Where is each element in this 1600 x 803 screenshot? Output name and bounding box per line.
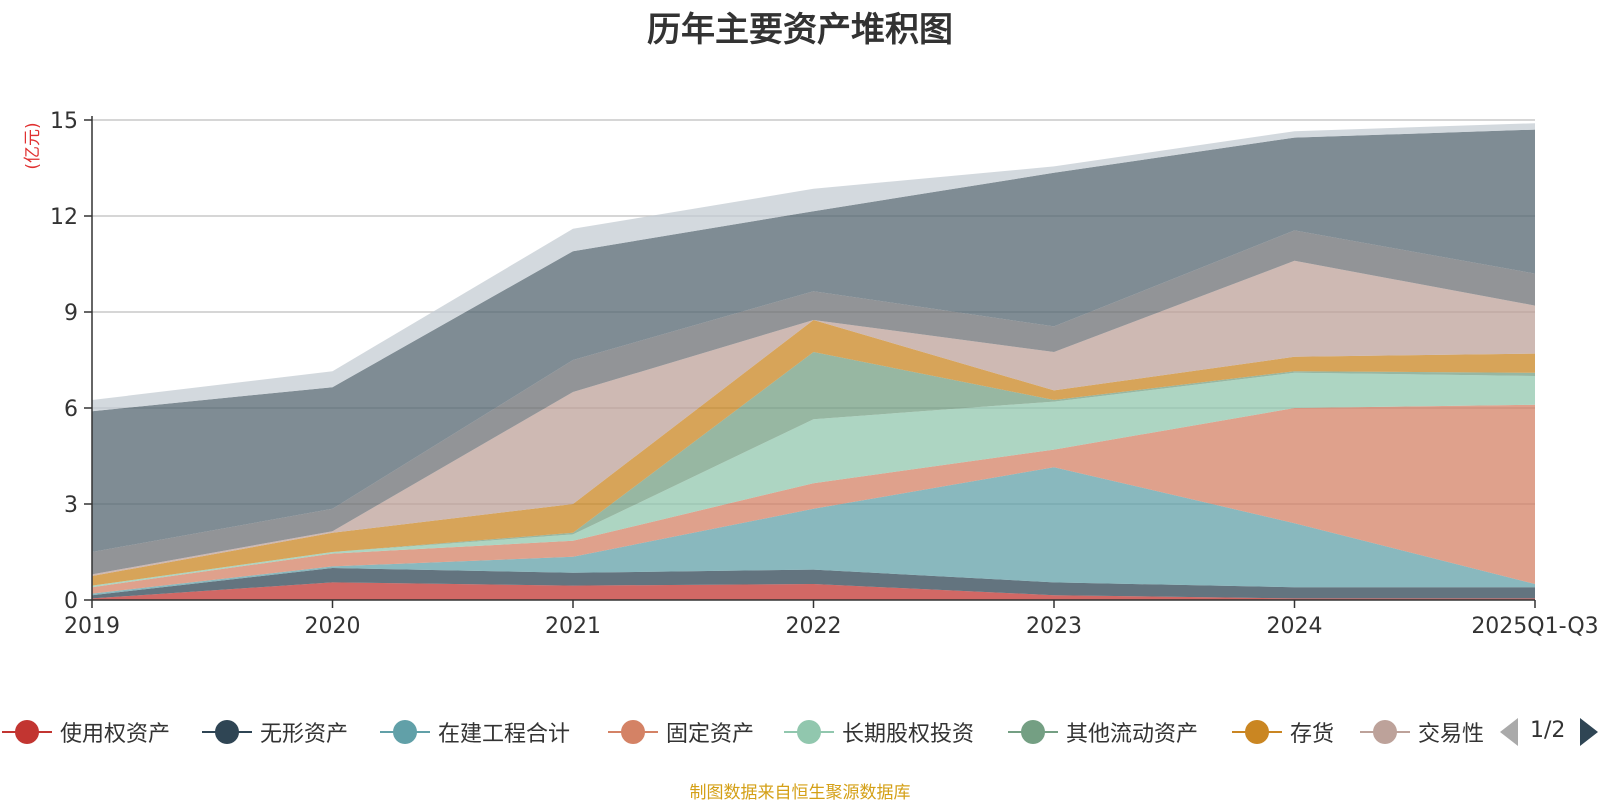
legend-marker-icon — [1360, 718, 1410, 746]
legend: 使用权资产 无形资产 在建工程合计 固定资产 长期股权投资 其他流动资产 存货 交易性 — [0, 712, 1600, 752]
area-series-5[interactable] — [92, 372, 1535, 588]
x-tick-label: 2022 — [786, 614, 842, 639]
area-series-4[interactable] — [92, 404, 1535, 594]
legend-item[interactable]: 其他流动资产 — [1008, 712, 1198, 752]
legend-label: 存货 — [1290, 722, 1335, 747]
legend-label: 长期股权投资 — [842, 722, 975, 747]
legend-label: 其他流动资产 — [1066, 722, 1199, 747]
legend-label: 使用权资产 — [60, 722, 171, 747]
area-series-1[interactable] — [92, 582, 1535, 600]
legend-marker-icon — [380, 718, 430, 746]
legend-item[interactable]: 交易性 — [1360, 712, 1484, 752]
legend-page-indicator: 1/2 — [1530, 718, 1566, 743]
legend-item[interactable]: 固定资产 — [608, 712, 754, 752]
y-tick-label: 3 — [64, 493, 78, 518]
y-tick-label: 0 — [64, 589, 78, 614]
legend-pager: 1/2 — [1500, 712, 1600, 752]
tick-labels: 0 3 6 9 12 15 2019 2020 2021 2022 2023 2024 2025Q1-Q… — [50, 109, 1599, 639]
y-axis-unit-label: (亿元) — [23, 122, 43, 169]
x-tick-label: 2021 — [545, 614, 601, 639]
legend-label: 固定资产 — [666, 722, 755, 747]
y-tick-label: 15 — [50, 109, 78, 134]
y-tick-label: 12 — [50, 205, 78, 230]
legend-marker-icon — [784, 718, 834, 746]
stacked-area-chart: 0 3 6 9 12 15 2019 2020 2021 2022 2023 2024 2025Q1-Q… — [23, 109, 1599, 639]
source-note: 制图数据来自恒生聚源数据库 — [689, 783, 911, 803]
x-tick-label: 2023 — [1026, 614, 1082, 639]
legend-marker-icon — [608, 718, 658, 746]
area-series — [92, 123, 1535, 600]
legend-prev-page-icon[interactable] — [1500, 718, 1518, 746]
axes — [84, 116, 1536, 608]
x-tick-label: 2019 — [64, 614, 120, 639]
area-series-10[interactable] — [92, 129, 1535, 552]
legend-item[interactable]: 使用权资产 — [2, 712, 170, 752]
legend-next-page-icon[interactable] — [1580, 718, 1598, 746]
legend-item[interactable]: 长期股权投资 — [784, 712, 974, 752]
legend-label: 交易性 — [1418, 722, 1484, 747]
x-tick-label: 2020 — [305, 614, 361, 639]
area-series-6[interactable] — [92, 352, 1535, 586]
chart-title: 历年主要资产堆积图 — [647, 10, 953, 50]
area-series-7[interactable] — [92, 320, 1535, 586]
legend-label: 无形资产 — [260, 722, 349, 747]
x-tick-label: 2025Q1-Q3 — [1471, 614, 1598, 639]
x-tick-label: 2024 — [1267, 614, 1323, 639]
legend-item[interactable]: 无形资产 — [202, 712, 348, 752]
legend-marker-icon — [1008, 718, 1058, 746]
area-series-3[interactable] — [92, 467, 1535, 596]
y-tick-label: 6 — [64, 397, 78, 422]
area-series-2[interactable] — [92, 568, 1535, 599]
legend-item[interactable]: 存货 — [1232, 712, 1334, 752]
area-series-8[interactable] — [92, 260, 1535, 576]
legend-marker-icon — [1232, 718, 1282, 746]
area-series-9[interactable] — [92, 230, 1535, 575]
legend-marker-icon — [2, 718, 52, 746]
legend-label: 在建工程合计 — [438, 722, 571, 747]
legend-item[interactable]: 在建工程合计 — [380, 712, 570, 752]
legend-marker-icon — [202, 718, 252, 746]
y-tick-label: 9 — [64, 301, 78, 326]
